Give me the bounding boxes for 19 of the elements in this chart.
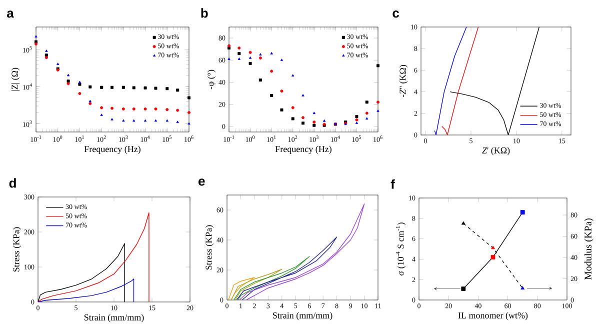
chart-title: b (201, 8, 208, 18)
x-axis-title: Strain (mm/mm) (84, 314, 144, 322)
y-axis-title: σ (10$^{-4}$ S cm$^{-1}$) (396, 222, 406, 276)
y-axis-title: -φ (°) (207, 70, 216, 90)
y-axis-title: |Z| (Ω) (11, 68, 20, 91)
chart-title: a (6, 10, 14, 18)
x-axis-title: Frequency (Hz) (275, 146, 332, 154)
y2-axis-title: Modulus (KPa) (584, 218, 594, 280)
chart-title: d (9, 178, 16, 188)
x-axis-title: Frequency (Hz) (84, 146, 140, 154)
x-axis-title: Strain (mm/mm) (272, 312, 332, 320)
chart-title: e (198, 178, 205, 186)
y-axis-title: Stress (KPa) (12, 227, 22, 272)
chart-title: f (390, 179, 395, 189)
y-axis-title: Stress (KPa) (205, 225, 214, 270)
y-axis-title: -Z'' (KΩ) (399, 65, 408, 98)
x-axis-title: IL monomer (wt%) (458, 312, 528, 320)
chart-title: c (392, 10, 400, 18)
x-axis-title: Z' (KΩ) (482, 147, 510, 156)
